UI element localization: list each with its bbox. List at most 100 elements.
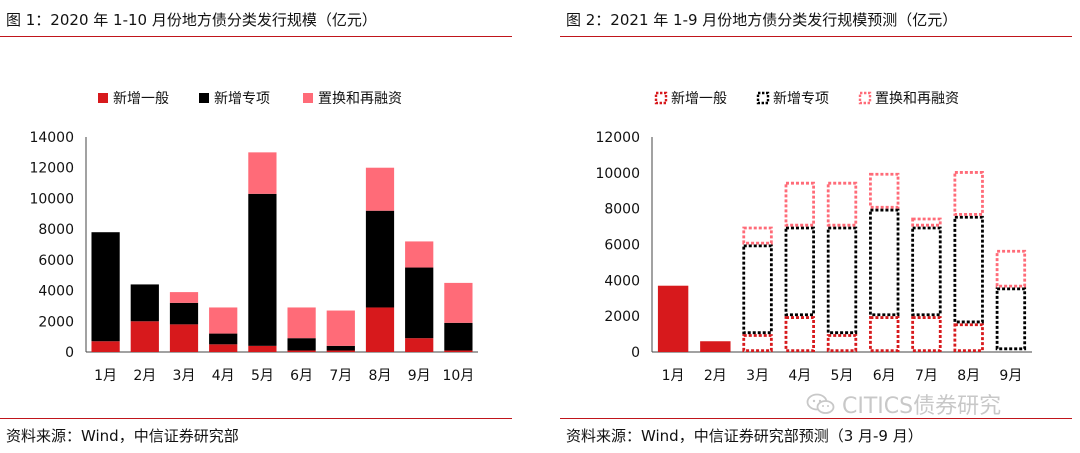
x-tick-label: 4月	[212, 368, 235, 384]
figure-2-source: 资料来源：Wind，中信证券研究部预测（3 月-9 月）	[566, 427, 923, 445]
y-tick-label: 8000	[38, 222, 74, 238]
bar-special	[91, 232, 120, 342]
figure-2-title: 图 2：2021 年 1-9 月份地方债分类发行规模预测（亿元）	[566, 11, 958, 29]
legend-label-special: 新增专项	[773, 91, 829, 107]
wechat-icon	[806, 393, 835, 414]
figure-1-source: 资料来源：Wind，中信证券研究部	[6, 427, 239, 445]
x-tick-label: 4月	[788, 368, 811, 384]
bar-refinance	[326, 310, 355, 346]
bar-refinance	[405, 241, 434, 268]
bar-general	[248, 345, 277, 352]
bar-special	[209, 333, 238, 345]
bar-general	[953, 323, 984, 353]
bar-general	[657, 285, 689, 352]
x-tick-label: 2月	[133, 368, 156, 384]
bar-special	[326, 345, 355, 351]
x-tick-label: 5月	[831, 368, 854, 384]
x-tick-label: 7月	[915, 368, 938, 384]
bar-general	[287, 350, 316, 352]
x-tick-label: 7月	[329, 368, 352, 384]
bar-refinance	[209, 307, 238, 334]
bar-refinance	[784, 181, 815, 227]
bar-special	[248, 193, 277, 346]
bar-special	[405, 267, 434, 339]
watermark: CITICS债券研究	[806, 388, 1001, 420]
figure-1-top-rule	[0, 36, 512, 37]
bar-special	[826, 226, 858, 335]
bar-general	[742, 334, 773, 353]
y-tick-label: 4000	[38, 284, 74, 300]
bar-general	[700, 341, 731, 352]
bar-special	[953, 215, 984, 324]
y-tick-label: 2000	[38, 314, 74, 330]
figure-2-chart: 新增一般 新增专项 置换和再融资 0 2000 4000 6000 8000 10000 1200…	[595, 90, 1032, 384]
bar-refinance	[248, 152, 277, 194]
bar-refinance	[742, 226, 773, 245]
x-tick-label: 1月	[662, 368, 685, 384]
bar-special	[444, 322, 473, 351]
y-tick-label: 12000	[29, 161, 74, 177]
legend-label-refinance: 置换和再融资	[318, 90, 402, 107]
bar-refinance	[995, 249, 1027, 288]
figure-2-bottom-rule	[560, 418, 1072, 419]
legend-swatch-general	[98, 93, 108, 103]
legend-swatch-refinance	[858, 91, 872, 105]
x-tick-label: 9月	[999, 368, 1022, 384]
y-tick-label: 6000	[38, 253, 74, 269]
bar-refinance	[169, 292, 199, 303]
x-tick-label: 3月	[173, 368, 196, 384]
bar-special	[869, 208, 900, 317]
legend-label-refinance: 置换和再融资	[875, 90, 959, 107]
bar-special	[911, 226, 942, 317]
bar-refinance	[287, 307, 316, 339]
bar-special	[169, 302, 199, 325]
y-tick-label: 6000	[604, 238, 640, 254]
legend-label-general: 新增一般	[113, 91, 169, 107]
x-tick-label: 6月	[873, 368, 896, 384]
y-tick-label: 10000	[595, 166, 640, 182]
figure-2-top-rule	[560, 36, 1072, 37]
y-tick-label: 2000	[604, 309, 640, 325]
legend-swatch-refinance	[303, 93, 313, 103]
bar-special	[784, 226, 815, 317]
y-tick-label: 10000	[29, 191, 74, 207]
y-tick-label: 0	[631, 345, 640, 361]
figure-1-title: 图 1：2020 年 1-10 月份地方债分类发行规模（亿元）	[6, 11, 377, 29]
figure-1-chart: 新增一般 新增专项 置换和再融资 0 2000 4000 6000 8000 10000 1200…	[29, 90, 478, 384]
x-tick-label: 9月	[408, 368, 431, 384]
y-tick-label: 0	[65, 345, 74, 361]
figure-1-panel: 图 1：2020 年 1-10 月份地方债分类发行规模（亿元） 新增一般 新增专项…	[0, 0, 520, 453]
x-tick-label: 10月	[442, 368, 474, 384]
bar-general	[209, 344, 238, 352]
y-tick-label: 4000	[604, 273, 640, 289]
y-tick-label: 12000	[595, 130, 640, 146]
figure-1-bottom-rule	[0, 418, 512, 419]
bar-general	[365, 307, 395, 352]
legend-label-general: 新增一般	[671, 91, 727, 107]
bar-refinance	[444, 282, 473, 323]
bar-general	[326, 350, 355, 352]
legend-swatch-general	[654, 91, 668, 105]
bar-refinance	[911, 217, 942, 227]
x-tick-label: 8月	[957, 368, 980, 384]
x-tick-label: 6月	[290, 368, 313, 384]
x-tick-label: 2月	[704, 368, 727, 384]
x-tick-label: 8月	[369, 368, 392, 384]
y-tick-label: 8000	[604, 202, 640, 218]
bar-general	[784, 316, 815, 353]
bar-general	[911, 316, 942, 353]
bar-general	[130, 321, 159, 352]
bar-refinance	[365, 167, 395, 211]
bar-general	[91, 341, 120, 352]
watermark-text: CITICS债券研究	[842, 394, 1002, 419]
bar-refinance	[953, 171, 984, 216]
bar-special	[742, 244, 773, 335]
bar-special	[130, 284, 159, 322]
bar-general	[869, 316, 900, 353]
bar-refinance	[869, 172, 900, 209]
bar-general	[444, 350, 473, 352]
bar-special	[365, 210, 395, 308]
bar-general	[826, 334, 858, 353]
x-tick-label: 5月	[251, 368, 274, 384]
figure-2-panel: 图 2：2021 年 1-9 月份地方债分类发行规模预测（亿元） 新增一般 新增专…	[560, 0, 1080, 453]
